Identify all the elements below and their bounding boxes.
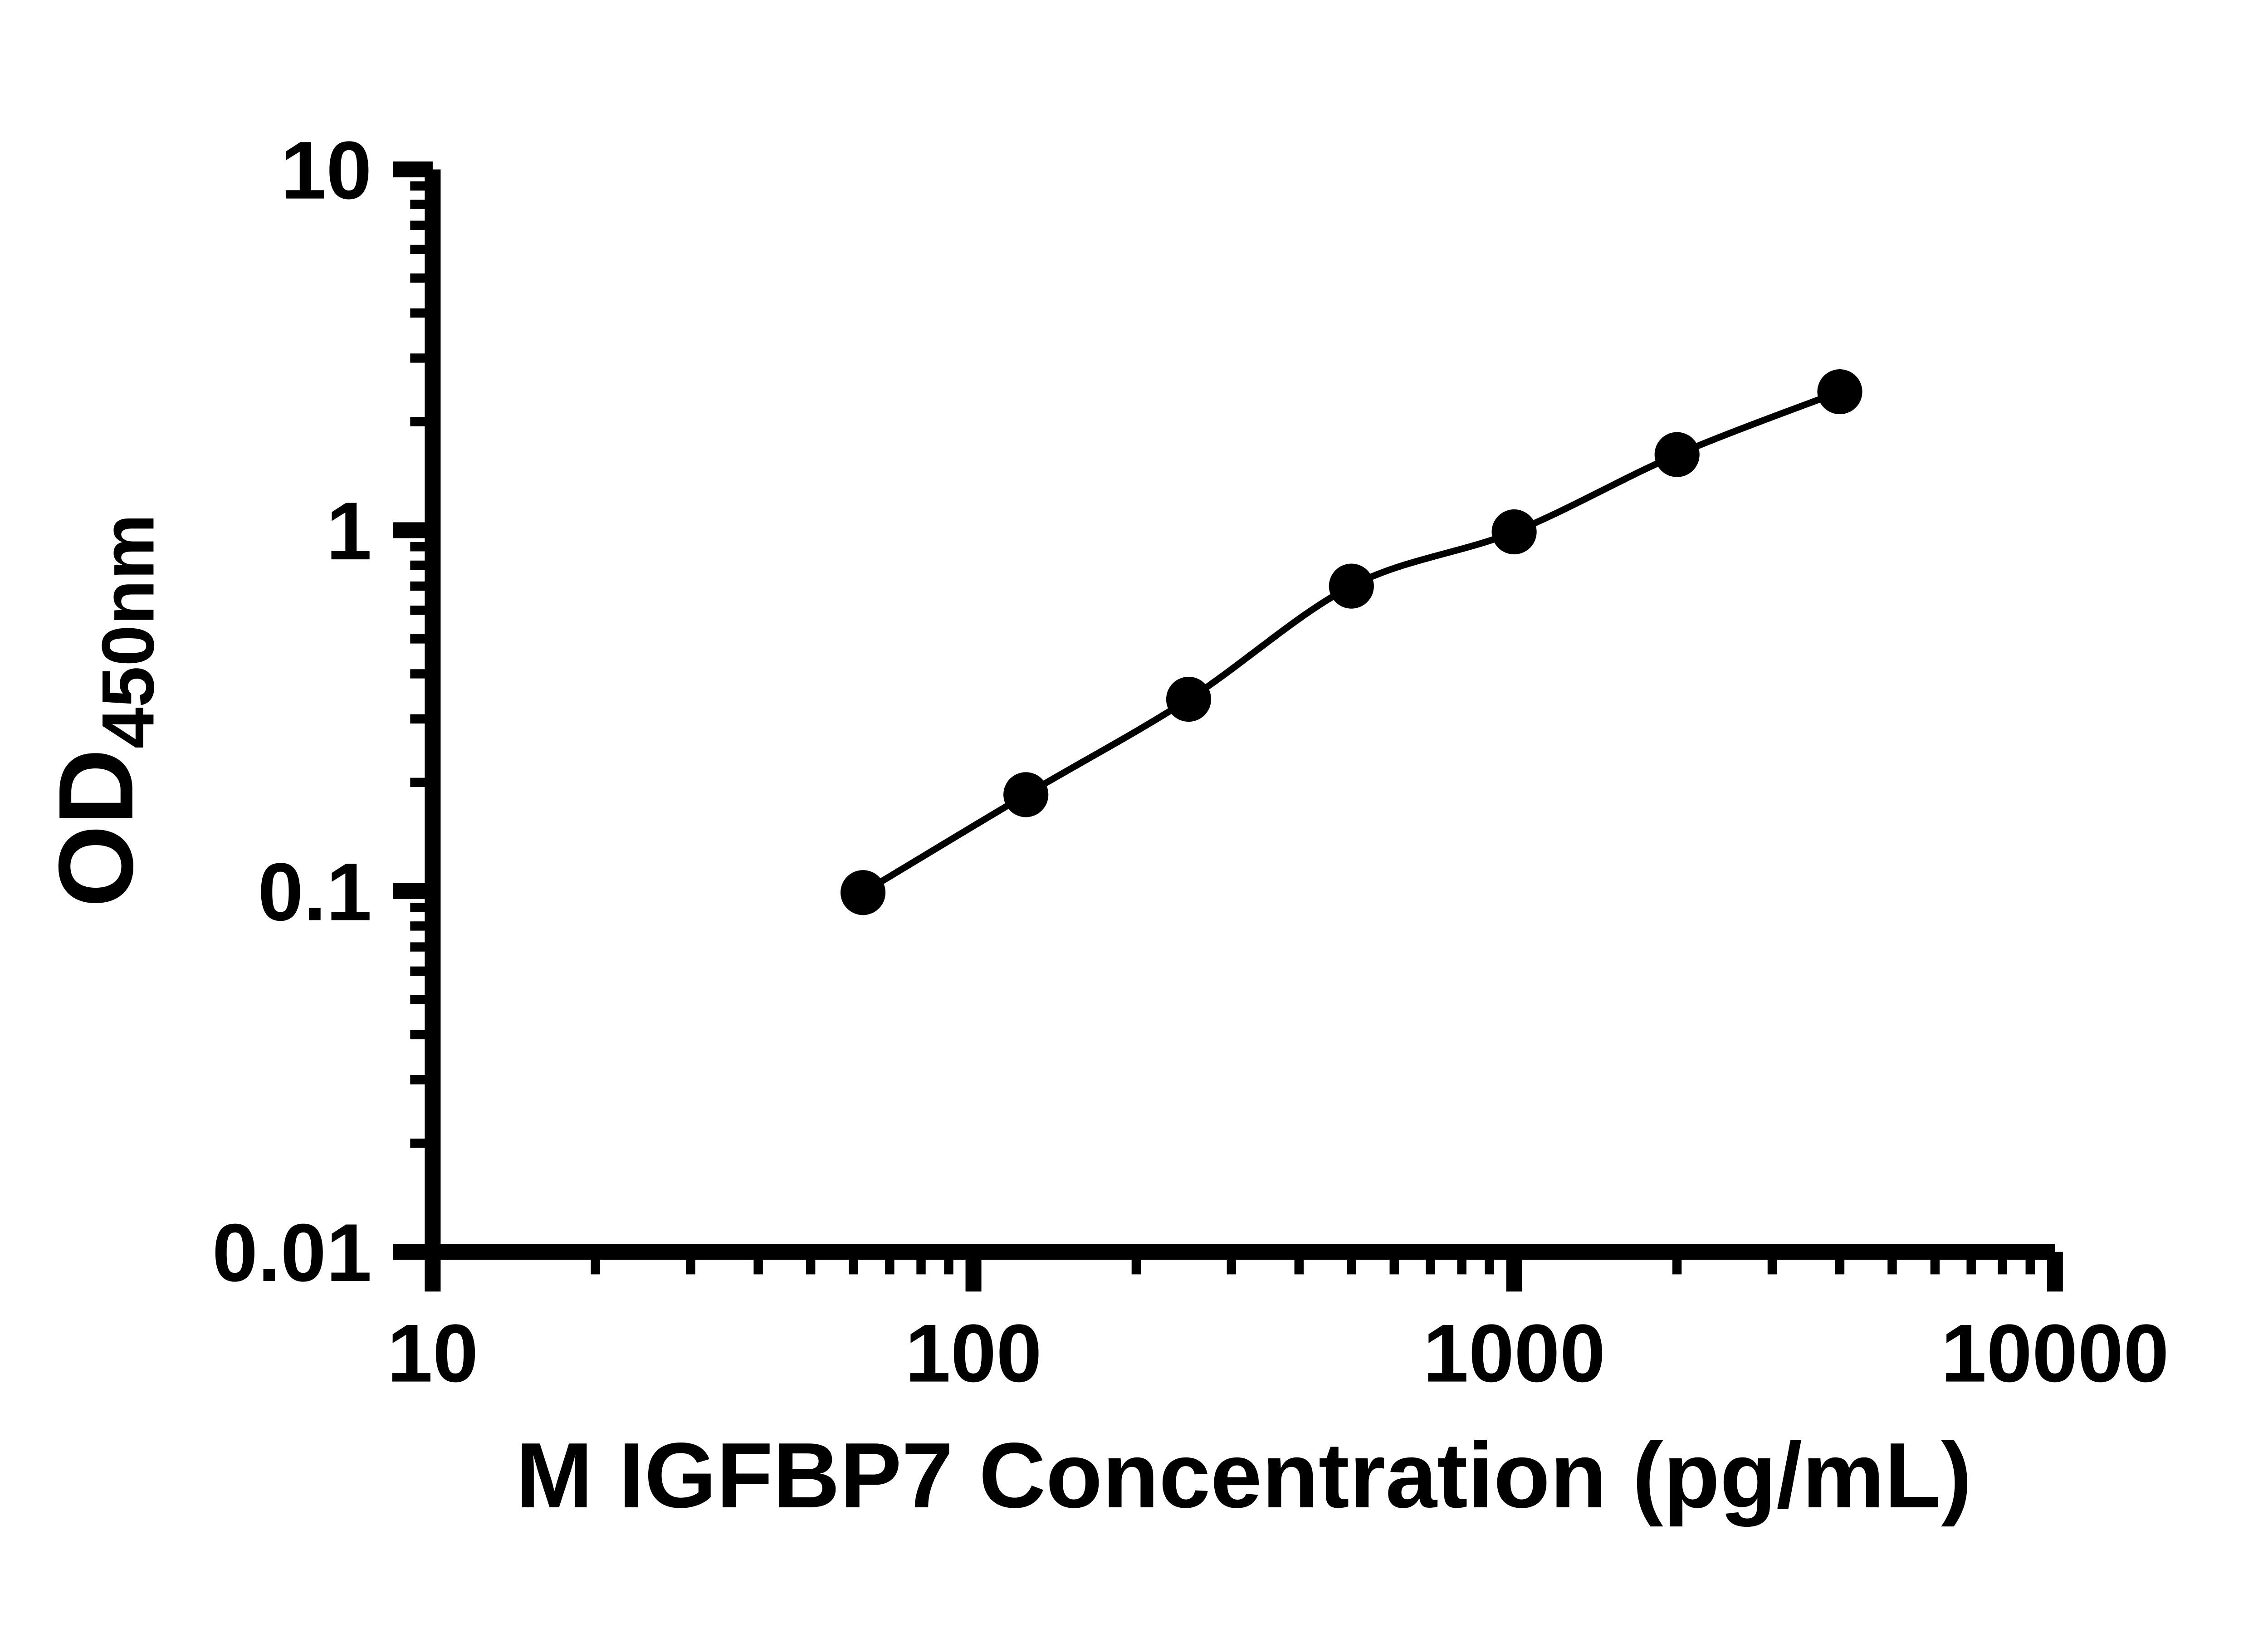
y-axis-title: OD450nm [37,514,170,908]
y-axis-title-main: OD [37,748,155,907]
y-tick-label: 0.1 [258,846,371,938]
x-tick-label: 10 [387,1308,478,1399]
y-tick-label: 0.01 [212,1207,372,1299]
plot-area [840,369,1862,915]
data-point-5 [1654,432,1700,477]
axes: 10 100 1000 10000 0.01 0.1 1 10 [212,125,2169,1399]
axis-spine [425,169,2055,1260]
data-point-1 [1003,772,1049,817]
data-point-0 [840,870,886,915]
x-tick-label: 100 [905,1308,1042,1399]
y-tick-label: 10 [281,125,372,216]
x-tick-label: 10000 [1941,1308,2169,1399]
y-axis-title-subscript: 450nm [86,514,169,749]
data-point-3 [1329,563,1374,609]
data-point-4 [1491,509,1537,555]
y-tick-label: 1 [326,485,372,577]
x-tick-label: 1000 [1423,1308,1605,1399]
x-axis-title: M IGFBP7 Concentration (pg/mL) [516,1424,1972,1527]
data-point-6 [1817,369,1862,415]
data-point-2 [1166,676,1212,722]
